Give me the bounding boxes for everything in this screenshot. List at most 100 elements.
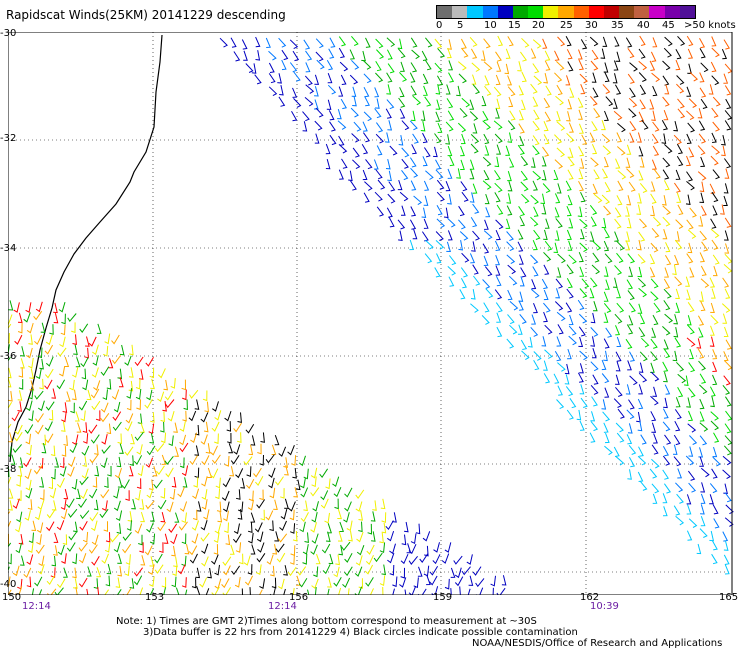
wind-barb	[221, 490, 230, 502]
wind-barb	[723, 375, 731, 386]
wind-barb	[12, 565, 20, 577]
wind-barb	[235, 542, 242, 553]
wind-barb	[482, 279, 491, 289]
wind-barb	[604, 253, 613, 264]
wind-speed-scale-labels: 0 5 10 15 20 25 30 35 40 45 >50 knots	[432, 20, 740, 32]
wind-barb	[24, 468, 32, 480]
wind-barb	[178, 521, 188, 531]
wind-barb	[469, 111, 479, 121]
wind-barb	[257, 443, 262, 455]
wind-barb	[332, 476, 340, 487]
wind-barb	[233, 444, 241, 455]
wind-barb	[495, 219, 504, 230]
wind-barb	[235, 489, 241, 500]
wind-barb	[215, 488, 221, 500]
wind-barb	[420, 110, 426, 121]
wind-barb	[410, 37, 418, 48]
wind-barb	[194, 467, 200, 479]
wind-barb	[54, 457, 60, 468]
wind-barb	[348, 530, 353, 542]
wind-barb	[448, 276, 455, 287]
wind-barb	[675, 482, 684, 493]
wind-barb	[184, 543, 190, 555]
wind-barb	[222, 556, 232, 566]
wind-barb	[579, 266, 585, 277]
wind-barb	[518, 85, 524, 96]
wind-barb	[340, 74, 347, 85]
wind-barb	[507, 289, 513, 301]
wind-barb	[495, 255, 501, 266]
wind-barb	[160, 487, 166, 499]
wind-barb	[711, 145, 721, 155]
wind-barb	[456, 586, 461, 595]
wind-barb	[11, 411, 20, 422]
wind-barb	[507, 264, 517, 275]
wind-barb	[603, 240, 610, 252]
wind-barb	[284, 498, 289, 509]
wind-barb	[472, 230, 480, 241]
wind-barb	[425, 60, 432, 71]
wind-barb	[604, 71, 610, 83]
wind-barb	[213, 532, 220, 544]
wind-barb	[433, 146, 438, 158]
wind-barb	[129, 344, 134, 356]
lon-label: 162	[580, 592, 600, 603]
wind-barb	[483, 38, 491, 49]
wind-barb	[57, 347, 67, 357]
wind-barb	[652, 85, 658, 97]
wind-barb	[470, 48, 478, 59]
wind-barb	[37, 564, 45, 575]
wind-barb	[73, 521, 78, 533]
wind-barb	[358, 578, 364, 589]
wind-barb	[533, 359, 540, 371]
wind-barb	[541, 156, 547, 167]
wind-barb	[53, 545, 58, 556]
wind-barb	[483, 133, 490, 145]
wind-barb	[20, 555, 25, 566]
wind-barb	[423, 85, 428, 96]
wind-barb	[8, 314, 13, 325]
wind-barb	[614, 207, 622, 218]
wind-barb	[712, 205, 718, 216]
wind-barb	[101, 500, 108, 512]
wind-barb	[37, 499, 45, 510]
wind-barb	[280, 488, 285, 499]
wind-barb	[258, 589, 263, 595]
wind-barb	[76, 488, 81, 500]
wind-barb	[61, 411, 67, 423]
wind-barb	[520, 170, 529, 181]
wind-barb	[723, 326, 729, 337]
wind-barb	[475, 578, 485, 588]
wind-barb	[8, 446, 12, 458]
wind-barb	[532, 170, 542, 181]
wind-barb	[649, 253, 656, 265]
wind-barb	[157, 368, 166, 379]
wind-barb	[651, 227, 660, 238]
wind-barb	[63, 488, 69, 500]
wind-barb	[25, 400, 33, 412]
wind-barb	[177, 564, 186, 575]
wind-barb	[75, 411, 80, 422]
wind-barb	[554, 301, 564, 311]
wind-barb	[638, 60, 648, 71]
wind-barb	[111, 355, 122, 365]
wind-barb	[333, 486, 342, 498]
wind-barb	[355, 501, 363, 512]
wind-barb	[577, 206, 583, 218]
wind-barb	[711, 36, 717, 47]
wind-barb	[447, 194, 452, 205]
wind-barb	[507, 36, 514, 47]
lon-label: 153	[145, 592, 165, 603]
wind-barb	[61, 421, 66, 432]
wind-barb	[688, 518, 698, 528]
wind-barb	[520, 181, 529, 192]
wind-barb	[354, 566, 363, 577]
wind-barb	[399, 191, 409, 202]
wind-barb	[709, 277, 716, 288]
wind-barb	[411, 49, 420, 60]
wind-barb	[170, 533, 178, 545]
wind-barb	[113, 541, 121, 553]
wind-barb	[204, 401, 209, 413]
wind-barb	[200, 532, 210, 542]
wind-barb	[641, 119, 649, 130]
